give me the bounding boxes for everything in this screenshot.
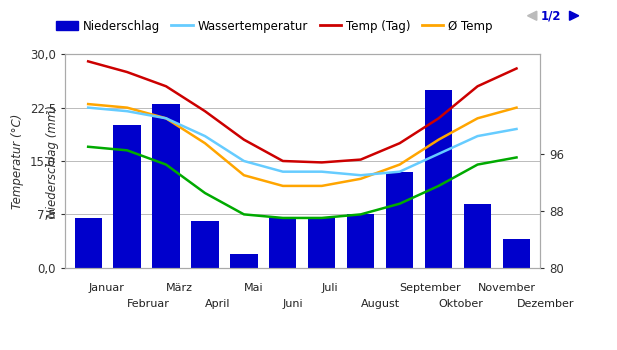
Bar xyxy=(114,125,141,268)
Text: 1/2: 1/2 xyxy=(540,9,561,22)
Text: September: September xyxy=(400,283,462,293)
Bar xyxy=(425,90,452,268)
Bar xyxy=(191,222,218,268)
Legend: Niederschlag, Wassertemperatur, Temp (Tag), Ø Temp: Niederschlag, Wassertemperatur, Temp (Ta… xyxy=(56,20,492,33)
Y-axis label: Temperatur (°C): Temperatur (°C) xyxy=(11,113,24,209)
Bar xyxy=(386,172,413,268)
Text: Juli: Juli xyxy=(322,283,339,293)
Bar xyxy=(152,104,180,268)
Bar xyxy=(464,204,491,268)
Text: Januar: Januar xyxy=(88,283,124,293)
Bar xyxy=(347,214,375,268)
Y-axis label: Niederschlag (mm): Niederschlag (mm) xyxy=(46,105,59,217)
Bar xyxy=(503,239,530,268)
Text: Mai: Mai xyxy=(244,283,263,293)
Text: Februar: Februar xyxy=(127,299,170,309)
Text: November: November xyxy=(478,283,536,293)
Text: Dezember: Dezember xyxy=(516,299,574,309)
Bar xyxy=(75,218,102,268)
Text: Juni: Juni xyxy=(283,299,304,309)
Bar xyxy=(269,218,297,268)
Text: August: August xyxy=(361,299,400,309)
Text: März: März xyxy=(166,283,193,293)
Bar xyxy=(308,218,336,268)
Text: Oktober: Oktober xyxy=(439,299,484,309)
Bar xyxy=(230,253,257,268)
Text: April: April xyxy=(205,299,231,309)
